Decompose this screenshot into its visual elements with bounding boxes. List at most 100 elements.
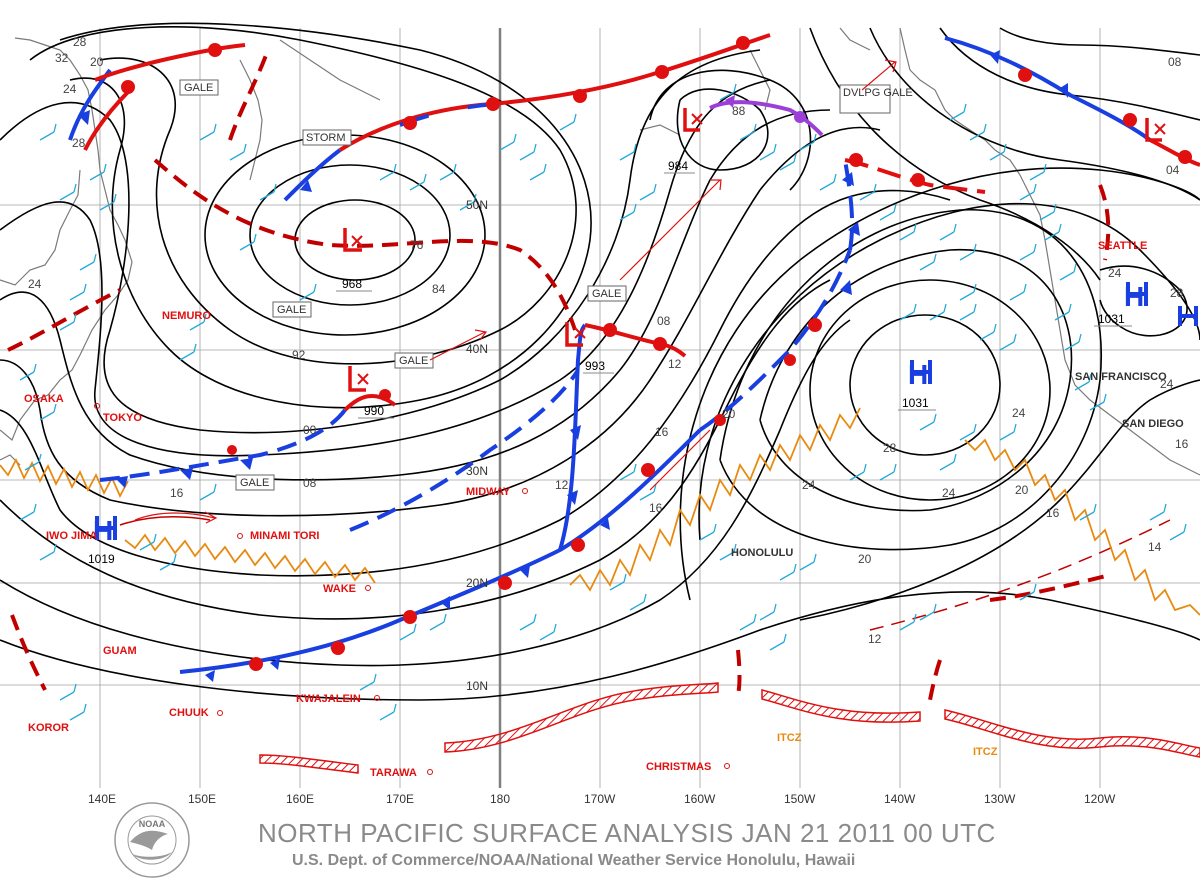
place-label: OSAKA [24, 393, 64, 405]
wind-barb-feather [153, 533, 157, 543]
wind-barb-shaft [79, 261, 95, 271]
wind-barb-shaft [1169, 531, 1185, 541]
wind-barb-shaft [559, 121, 575, 131]
wind-barb-feather [533, 613, 537, 623]
wind-barb-feather [873, 183, 877, 193]
wind-barb-shaft [1064, 341, 1080, 351]
trough-dashed-thin [869, 519, 1171, 631]
low-value: 984 [668, 159, 688, 173]
page-title: NORTH PACIFIC SURFACE ANALYSIS JAN 21 20… [258, 818, 996, 848]
longitude-labels: 140E 150E 160E 170E 180 170W 160W 150W 1… [88, 792, 1116, 806]
wind-barb-feather [193, 343, 197, 353]
wind-barb-feather [1073, 263, 1077, 273]
wind-barb-shaft [929, 311, 945, 321]
wind-barb-feather [113, 193, 117, 203]
wind-barb-feather [373, 673, 377, 683]
motion-arrows [134, 59, 897, 524]
wind-barb-feather [623, 573, 627, 583]
wind-barb-feather [573, 113, 577, 123]
wind-barb-shaft [739, 131, 755, 141]
warning-label: GALE [399, 355, 428, 367]
wind-barb-shaft [1089, 401, 1105, 411]
wind-barb-feather [543, 163, 547, 173]
wind-barb-feather [53, 403, 57, 413]
wind-barb-shaft [39, 131, 55, 141]
wind-barb-shaft [719, 551, 735, 561]
lon-label: 140W [884, 792, 916, 806]
isobar-label: 92 [292, 348, 306, 362]
wind-barb-shaft [859, 191, 875, 201]
wind-barb-feather [653, 483, 657, 493]
wind-barb-feather [913, 613, 917, 623]
wind-barb-feather [1033, 243, 1037, 253]
isobar-label: 24 [802, 478, 816, 492]
isobar-label: 20 [90, 55, 104, 69]
place-label: WAKE [323, 583, 356, 595]
wind-barb-feather [533, 143, 537, 153]
itcz-label: ITCZ [777, 732, 802, 744]
wind-barb-shaft [519, 151, 535, 161]
wind-barb-shaft [699, 531, 715, 541]
warning-label: GALE [184, 82, 213, 94]
wind-barb-shaft [879, 211, 895, 221]
lat-label: 30N [466, 464, 488, 478]
latitude-labels: 50N 40N 30N 20N 10N [466, 198, 488, 693]
wind-barb-shaft [1149, 511, 1165, 521]
lon-label: 180 [490, 792, 510, 806]
wind-barb-feather [393, 163, 397, 173]
isobar-label: 04 [1166, 163, 1180, 177]
wind-barb-feather [1003, 143, 1007, 153]
wind-barb-feather [633, 203, 637, 213]
wind-barb-feather [813, 553, 817, 563]
low-value: 993 [585, 359, 605, 373]
isobar-labels: 28 32 24 20 24 28 76 84 92 00 08 16 08 1… [28, 35, 1189, 646]
isobar-label: 20 [858, 552, 872, 566]
wind-barb-shaft [89, 171, 105, 181]
wind-barb-shaft [409, 181, 425, 191]
wind-barb-shaft [629, 601, 645, 611]
wind-barb-shaft [959, 291, 975, 301]
isobar-label: 08 [657, 314, 671, 328]
warning-boxes: GALE STORM GALE GALE GALE GALE DVLPG GAL… [179, 79, 913, 491]
wind-barb-feather [713, 523, 717, 533]
wind-barb-shaft [1019, 251, 1035, 261]
wind-barb-feather [273, 183, 277, 193]
wind-barb-feather [473, 193, 477, 203]
wind-barb-shaft [959, 311, 975, 321]
wind-barb-shaft [139, 541, 155, 551]
wind-barb-shaft [199, 491, 215, 501]
lon-label: 120W [1084, 792, 1116, 806]
wind-barb-feather [103, 163, 107, 173]
place-label: HONOLULU [731, 547, 793, 559]
wind-barb-shaft [799, 561, 815, 571]
itcz-bands [259, 682, 1200, 774]
place-label: KOROR [28, 722, 69, 734]
wind-barb-shaft [399, 631, 415, 641]
wind-barb-feather [73, 183, 77, 193]
isobar-label: 76 [410, 238, 424, 252]
wind-barb-shaft [199, 131, 215, 141]
wind-barb-feather [1013, 423, 1017, 433]
wind-barb-feather [1058, 223, 1062, 233]
wind-barb-feather [513, 133, 517, 143]
wind-barb-shaft [529, 171, 545, 181]
lat-label: 50N [466, 198, 488, 212]
isobar-label: 24 [942, 486, 956, 500]
wind-barb-feather [953, 223, 957, 233]
wind-barb-shaft [919, 261, 935, 271]
wind-barb-feather [633, 143, 637, 153]
isobar-label: 16 [649, 501, 663, 515]
high-letter: H [1124, 281, 1144, 312]
wind-barb-shaft [619, 211, 635, 221]
isobar-label: 12 [868, 632, 882, 646]
wind-barb-shaft [379, 711, 395, 721]
isobar-label: 24 [28, 277, 42, 291]
wind-barb-feather [653, 183, 657, 193]
wind-barb-feather [753, 123, 757, 133]
high-letter: H [93, 515, 113, 546]
wind-barb-feather [443, 613, 447, 623]
wind-barb-shaft [499, 141, 515, 151]
pressure-values: 968 990 993 984 1031 1031 1019 [88, 159, 1125, 566]
wind-barb-shaft [159, 561, 175, 571]
high-centers [95, 282, 1198, 540]
